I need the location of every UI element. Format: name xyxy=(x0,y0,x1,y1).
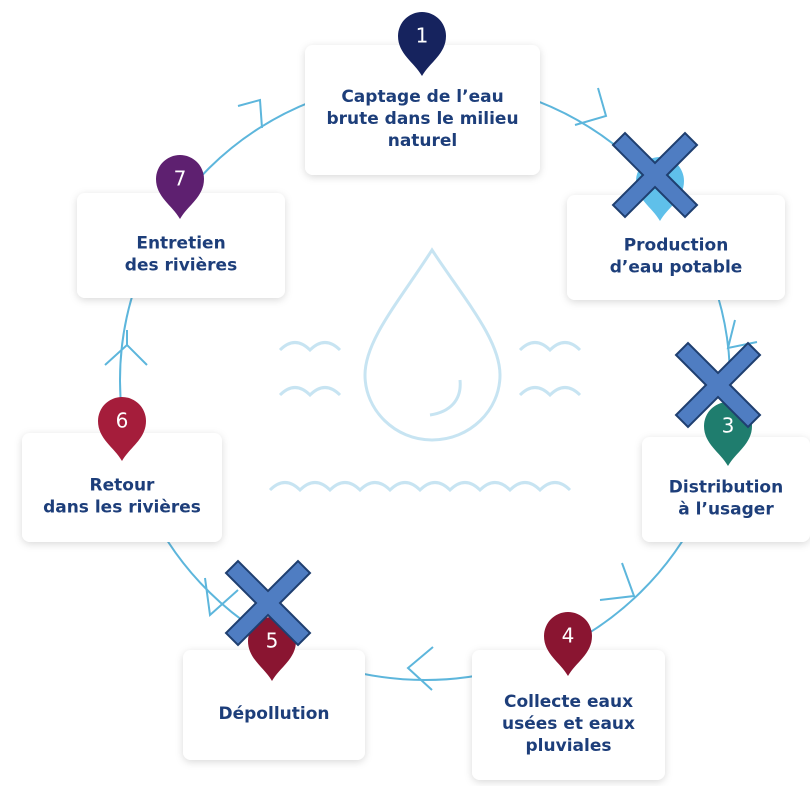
step-label: Entretien xyxy=(136,234,225,254)
step-label: Dépollution xyxy=(219,704,330,724)
step-label: des rivières xyxy=(125,256,237,276)
cross-marks xyxy=(226,133,760,645)
step-label: Retour xyxy=(90,476,156,496)
water-cycle-diagram: Captage de l’eaubrute dans le milieunatu… xyxy=(0,0,810,786)
step-number: 4 xyxy=(562,624,575,648)
step-label: Collecte eaux xyxy=(504,692,633,712)
step-number: 1 xyxy=(416,24,429,48)
step-label: Captage de l’eau xyxy=(341,87,503,107)
step-label: Distribution xyxy=(669,478,783,498)
step-label: pluviales xyxy=(526,736,612,756)
step-label: d’eau potable xyxy=(610,258,743,278)
step-card: Dépollution 5 xyxy=(183,617,365,760)
step-number: 7 xyxy=(174,167,187,191)
step-number: 6 xyxy=(116,409,129,433)
step-label: dans les rivières xyxy=(43,498,201,518)
step-label: à l’usager xyxy=(678,500,774,520)
step-number: 3 xyxy=(722,414,735,438)
step-label: usées et eaux xyxy=(502,714,635,734)
water-illustration xyxy=(270,250,580,490)
step-label: Production xyxy=(624,236,729,256)
step-label: naturel xyxy=(388,131,458,151)
step-number: 5 xyxy=(266,629,279,653)
step-label: brute dans le milieu xyxy=(326,109,518,129)
